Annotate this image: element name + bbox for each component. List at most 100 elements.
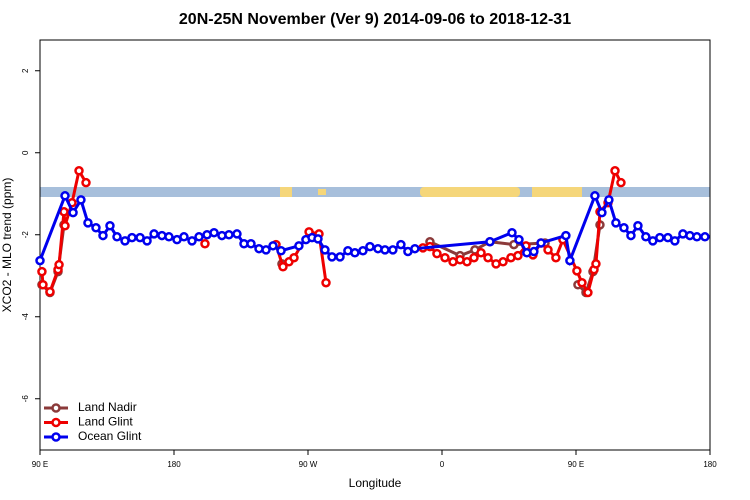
point (485, 236, 495, 247)
series-line (38, 191, 705, 267)
x-tick-label: 90 W (299, 460, 318, 469)
legend-marker (51, 432, 61, 442)
point (536, 238, 546, 248)
point (604, 195, 614, 205)
point (68, 207, 78, 218)
point (209, 227, 219, 238)
point (633, 220, 643, 231)
point (440, 252, 450, 263)
point (127, 232, 137, 243)
y-axis-label: XCO2 - MLO trend (ppm) (0, 178, 14, 313)
legend-marker (51, 417, 61, 428)
point (380, 245, 390, 255)
point (641, 232, 651, 242)
point (513, 250, 523, 261)
map-strip (40, 187, 710, 197)
x-tick-label: 90 E (32, 460, 48, 469)
point (224, 230, 234, 240)
point (572, 266, 582, 276)
point (135, 232, 145, 243)
point (179, 232, 189, 242)
point (358, 245, 368, 256)
point (626, 230, 636, 241)
x-tick-label: 180 (703, 460, 717, 469)
point (365, 241, 375, 252)
point (670, 236, 680, 246)
point (45, 286, 55, 297)
point (200, 239, 210, 249)
point (38, 280, 48, 290)
point (551, 252, 561, 263)
point (410, 243, 420, 254)
point (83, 218, 93, 228)
point (327, 252, 337, 262)
point (655, 232, 665, 243)
point (432, 248, 442, 259)
point (268, 241, 278, 251)
point (187, 236, 197, 246)
point (583, 287, 593, 298)
legend-label: Land Nadir (78, 400, 137, 414)
y-tick-label: -6 (21, 395, 30, 403)
point (529, 246, 539, 257)
legend-marker (51, 403, 61, 413)
point (313, 234, 323, 244)
y-tick-label: 0 (21, 150, 30, 155)
point (194, 232, 204, 242)
point (105, 220, 115, 231)
point (700, 232, 710, 242)
point (81, 177, 91, 188)
point (76, 195, 86, 205)
point (514, 234, 524, 245)
point (149, 229, 159, 239)
point (60, 191, 70, 201)
point (289, 252, 299, 263)
point (232, 229, 242, 239)
point (320, 245, 330, 255)
legend-label: Land Glint (78, 415, 133, 429)
x-tick-label: 180 (167, 460, 181, 469)
point (663, 232, 673, 243)
legend-label: Ocean Glint (78, 429, 142, 443)
point (350, 248, 360, 258)
point (164, 232, 174, 242)
point (37, 266, 47, 277)
point (648, 236, 658, 246)
point (611, 218, 621, 228)
point (577, 277, 587, 288)
point (74, 166, 84, 176)
point (565, 255, 575, 266)
x-axis-label: Longitude (349, 476, 402, 490)
point (54, 259, 64, 270)
point (616, 177, 626, 188)
point (59, 207, 69, 217)
point (388, 245, 398, 255)
point (120, 236, 130, 246)
point (498, 257, 508, 267)
point (246, 239, 256, 249)
point (591, 259, 601, 269)
point (476, 248, 486, 258)
point (321, 277, 331, 288)
point (462, 257, 472, 267)
point (396, 239, 406, 250)
point (561, 230, 571, 241)
point (142, 236, 152, 246)
point (98, 230, 108, 241)
y-tick-label: -2 (21, 231, 30, 239)
plot-frame (39, 39, 711, 451)
point (112, 232, 122, 242)
point (294, 241, 304, 251)
point (91, 223, 101, 233)
point (35, 255, 45, 266)
point (619, 223, 629, 233)
y-tick-label: 2 (21, 68, 30, 73)
y-tick-label: -4 (21, 313, 30, 321)
point (507, 227, 517, 238)
point (278, 261, 288, 272)
chart-title: 20N-25N November (Ver 9) 2014-09-06 to 2… (179, 11, 571, 28)
point (276, 245, 286, 256)
point (543, 245, 553, 255)
point (483, 252, 493, 263)
